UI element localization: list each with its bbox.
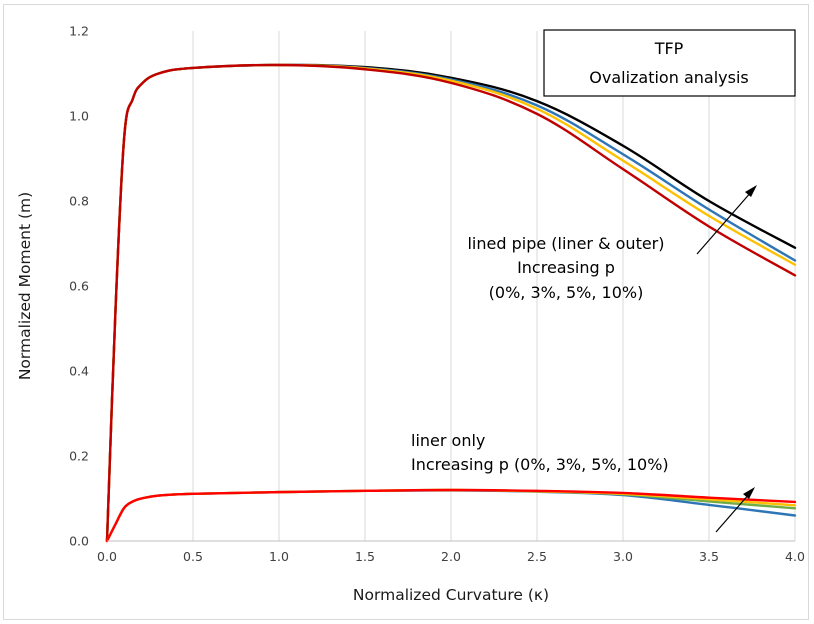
chart-frame xyxy=(3,4,809,620)
y-tick-label: 1.2 xyxy=(69,24,89,39)
annotation-lined-pipe-line-3: (0%, 3%, 5%, 10%) xyxy=(489,283,644,302)
x-tick-label: 3.0 xyxy=(613,549,633,564)
x-tick-label: 0.5 xyxy=(183,549,203,564)
x-tick-label: 0.0 xyxy=(97,549,117,564)
annotation-liner-only: liner only Increasing p (0%, 3%, 5%, 10%… xyxy=(411,431,755,533)
x-tick-label: 3.5 xyxy=(699,549,719,564)
annotation-lined-pipe-line-2: Increasing p xyxy=(517,258,615,277)
gridlines xyxy=(192,31,796,541)
annotation-liner-only-line-2: Increasing p (0%, 3%, 5%, 10%) xyxy=(411,455,669,474)
x-tick-label: 2.5 xyxy=(527,549,547,564)
x-tick-label: 1.0 xyxy=(269,549,289,564)
chart-title: TFP xyxy=(654,39,684,58)
annotation-liner-only-line-1: liner only xyxy=(411,431,485,450)
y-tick-label: 0.4 xyxy=(69,364,89,379)
x-tick-label: 1.5 xyxy=(355,549,375,564)
y-tick-label: 0.0 xyxy=(69,534,89,549)
x-tick-labels: 0.0 0.5 1.0 1.5 2.0 2.5 3.0 3.5 4.0 xyxy=(97,549,805,564)
y-tick-label: 0.2 xyxy=(69,449,89,464)
series-line-lined-pipe-3 xyxy=(105,63,797,543)
series-lines xyxy=(105,63,797,543)
x-tick-label: 2.0 xyxy=(441,549,461,564)
annotation-lined-pipe: lined pipe (liner & outer) Increasing p … xyxy=(467,185,757,302)
y-tick-labels: 0.0 0.2 0.4 0.6 0.8 1.0 1.2 xyxy=(69,24,89,549)
x-axis-title: Normalized Curvature (κ) xyxy=(353,586,549,604)
series-line-liner-only-3 xyxy=(105,488,797,543)
x-tick-label: 4.0 xyxy=(785,549,805,564)
chart-subtitle: Ovalization analysis xyxy=(589,68,748,87)
y-axis-title: Normalized Moment (m) xyxy=(16,192,34,380)
y-tick-label: 1.0 xyxy=(69,109,89,124)
y-tick-label: 0.8 xyxy=(69,194,89,209)
title-box-border xyxy=(543,29,796,97)
annotation-lined-pipe-line-1: lined pipe (liner & outer) xyxy=(467,234,664,253)
arrow-up-icon xyxy=(696,185,757,255)
arrow-up-icon xyxy=(715,487,755,533)
y-tick-label: 0.6 xyxy=(69,279,89,294)
title-box: TFP Ovalization analysis xyxy=(543,29,796,97)
